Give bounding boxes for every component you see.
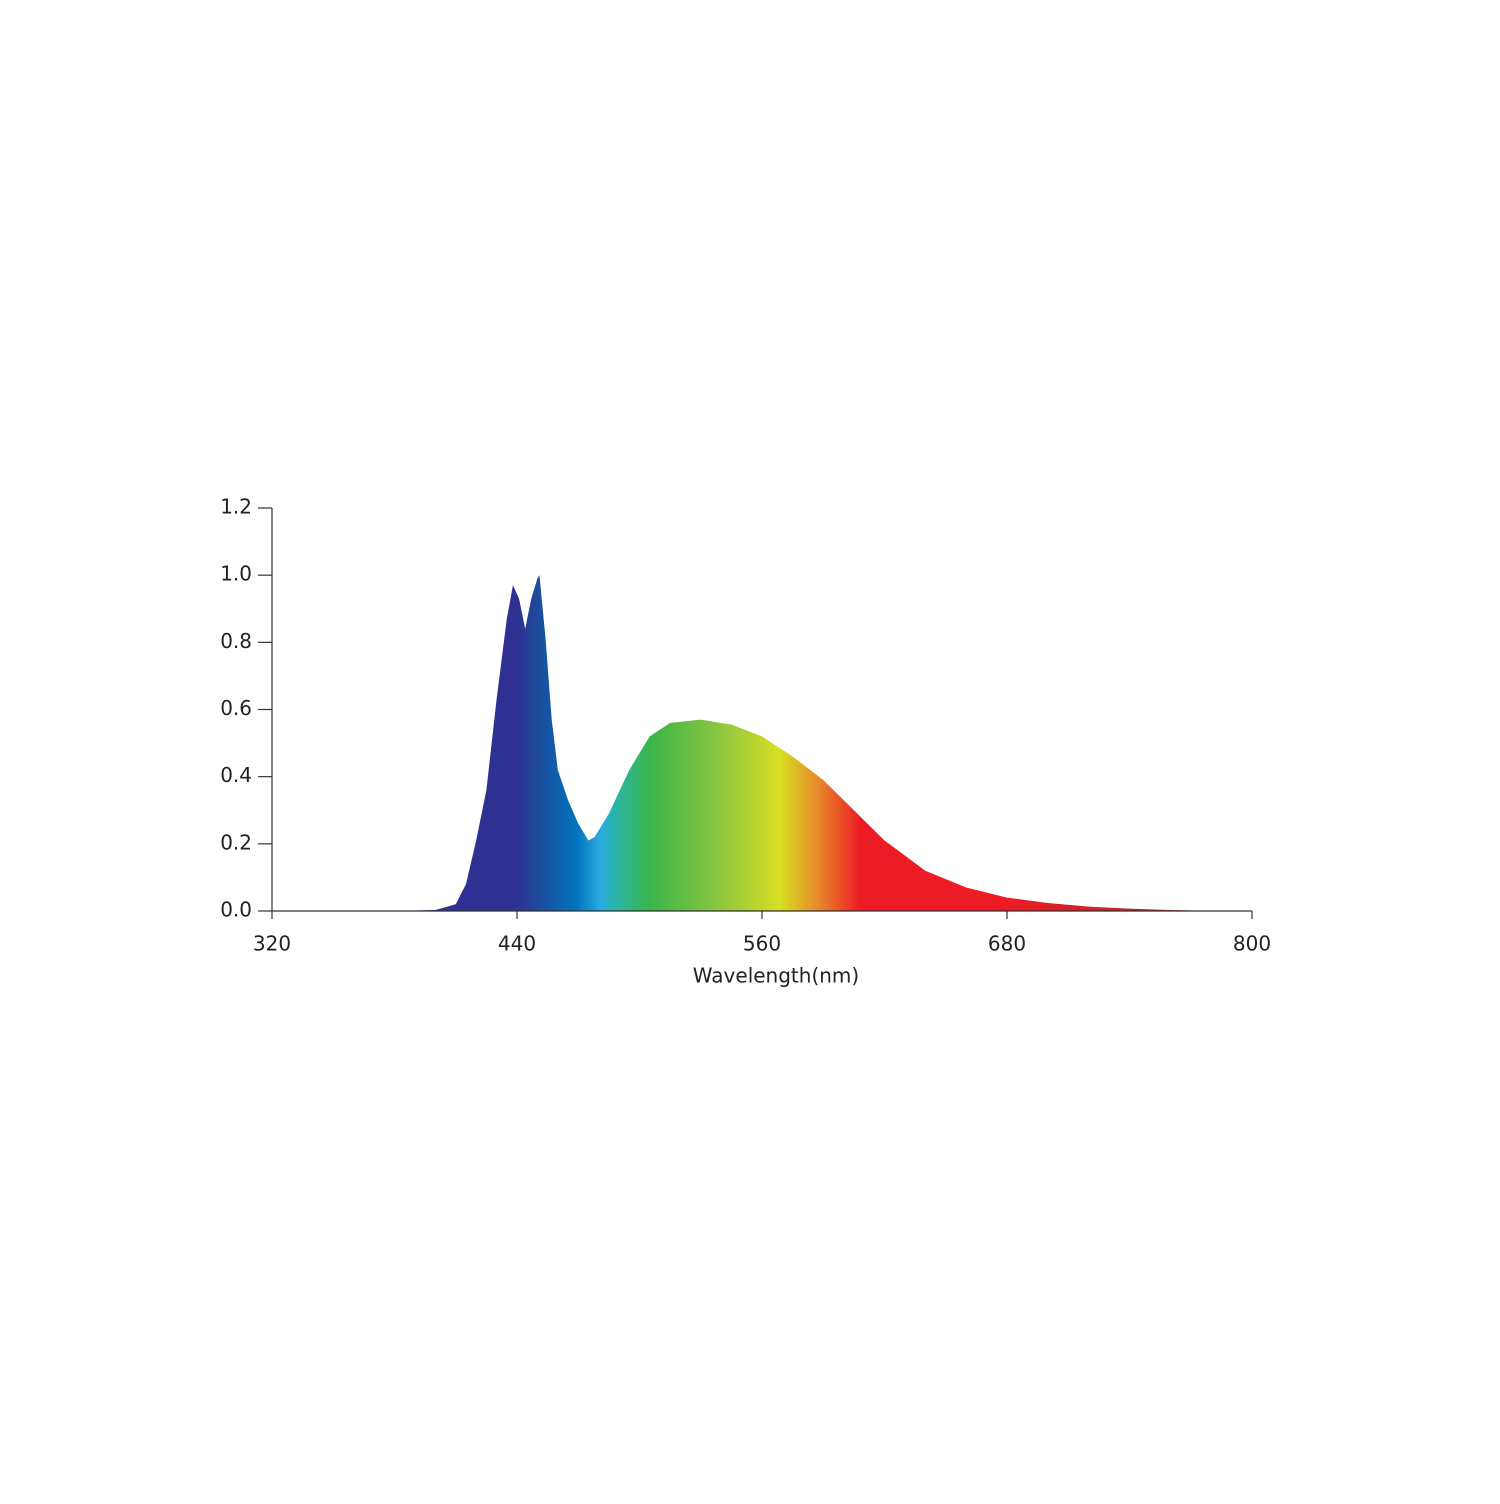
x-axis-label: Wavelength(nm) [693, 964, 859, 988]
y-tick-label: 1.0 [220, 562, 252, 586]
x-tick-label: 560 [743, 932, 781, 956]
y-tick-label: 0.6 [220, 696, 252, 720]
y-tick-label: 0.0 [220, 898, 252, 922]
x-tick-label: 680 [988, 932, 1026, 956]
y-tick-label: 0.4 [220, 763, 252, 787]
y-tick-label: 0.8 [220, 629, 252, 653]
spectrum-area [272, 575, 1252, 911]
x-tick-label: 440 [498, 932, 536, 956]
y-tick-label: 1.2 [220, 495, 252, 519]
x-tick-label: 320 [253, 932, 291, 956]
y-tick-label: 0.2 [220, 830, 252, 854]
x-tick-label: 800 [1233, 932, 1271, 956]
